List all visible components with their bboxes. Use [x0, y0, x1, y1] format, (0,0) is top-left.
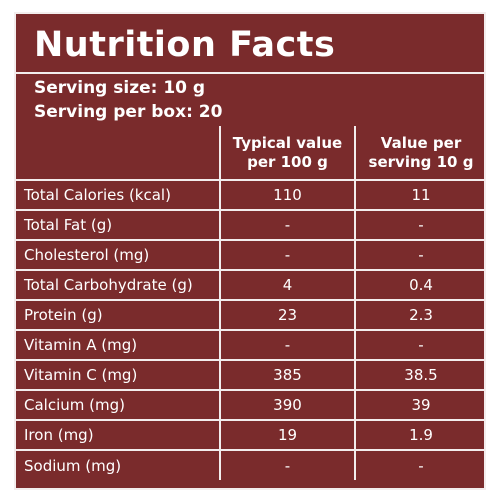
value-per-serving: -: [354, 329, 486, 361]
table-row: Total Calories (kcal) 110 11: [16, 180, 486, 211]
table-row: Total Fat (g) - -: [16, 209, 486, 241]
value-per-serving: 2.3: [354, 299, 486, 331]
table-row: Sodium (mg) - -: [16, 449, 486, 480]
nutrition-table-wrap: Typical value per 100 g Value per servin…: [16, 126, 486, 480]
nutrition-facts-panel: Nutrition Facts Serving size: 10 g Servi…: [14, 12, 486, 490]
value-per-100g: -: [219, 209, 356, 241]
header-per-serving: Value per serving 10 g: [354, 126, 486, 181]
nutrition-title: Nutrition Facts: [34, 25, 336, 65]
table-row: Iron (mg) 19 1.9: [16, 419, 486, 451]
table-row: Total Carbohydrate (g) 4 0.4: [16, 269, 486, 301]
header-nutrient: [16, 126, 221, 181]
value-per-100g: 385: [219, 359, 356, 391]
servings-per-box: Serving per box: 20: [34, 102, 223, 122]
serving-size: Serving size: 10 g: [34, 78, 206, 98]
nutrition-table: Typical value per 100 g Value per servin…: [16, 126, 486, 480]
value-per-serving: 0.4: [354, 269, 486, 301]
title-divider: [16, 72, 484, 74]
value-per-100g: 390: [219, 389, 356, 421]
table-row: Calcium (mg) 390 39: [16, 389, 486, 421]
value-per-100g: 23: [219, 299, 356, 331]
value-per-serving: 1.9: [354, 419, 486, 451]
table-row: Vitamin A (mg) - -: [16, 329, 486, 361]
header-per-100g: Typical value per 100 g: [219, 126, 356, 181]
value-per-100g: -: [219, 329, 356, 361]
nutrient-name: Total Carbohydrate (g): [16, 269, 221, 301]
nutrient-name: Total Fat (g): [16, 209, 221, 241]
value-per-serving: -: [354, 449, 486, 480]
table-header-row: Typical value per 100 g Value per servin…: [16, 126, 486, 181]
nutrient-name: Iron (mg): [16, 419, 221, 451]
serving-info: Serving size: 10 g Serving per box: 20: [34, 76, 222, 124]
value-per-100g: 4: [219, 269, 356, 301]
table-row: Vitamin C (mg) 385 38.5: [16, 359, 486, 391]
value-per-serving: 38.5: [354, 359, 486, 391]
nutrient-name: Cholesterol (mg): [16, 239, 221, 271]
nutrient-name: Vitamin A (mg): [16, 329, 221, 361]
nutrient-name: Protein (g): [16, 299, 221, 331]
nutrient-name: Total Calories (kcal): [16, 180, 221, 211]
value-per-100g: -: [219, 239, 356, 271]
value-per-serving: 39: [354, 389, 486, 421]
table-row: Protein (g) 23 2.3: [16, 299, 486, 331]
nutrient-name: Calcium (mg): [16, 389, 221, 421]
nutrient-name: Vitamin C (mg): [16, 359, 221, 391]
nutrient-name: Sodium (mg): [16, 449, 221, 480]
value-per-100g: 110: [219, 180, 356, 211]
value-per-serving: 11: [354, 180, 486, 211]
value-per-serving: -: [354, 209, 486, 241]
table-row: Cholesterol (mg) - -: [16, 239, 486, 271]
value-per-serving: -: [354, 239, 486, 271]
value-per-100g: 19: [219, 419, 356, 451]
value-per-100g: -: [219, 449, 356, 480]
